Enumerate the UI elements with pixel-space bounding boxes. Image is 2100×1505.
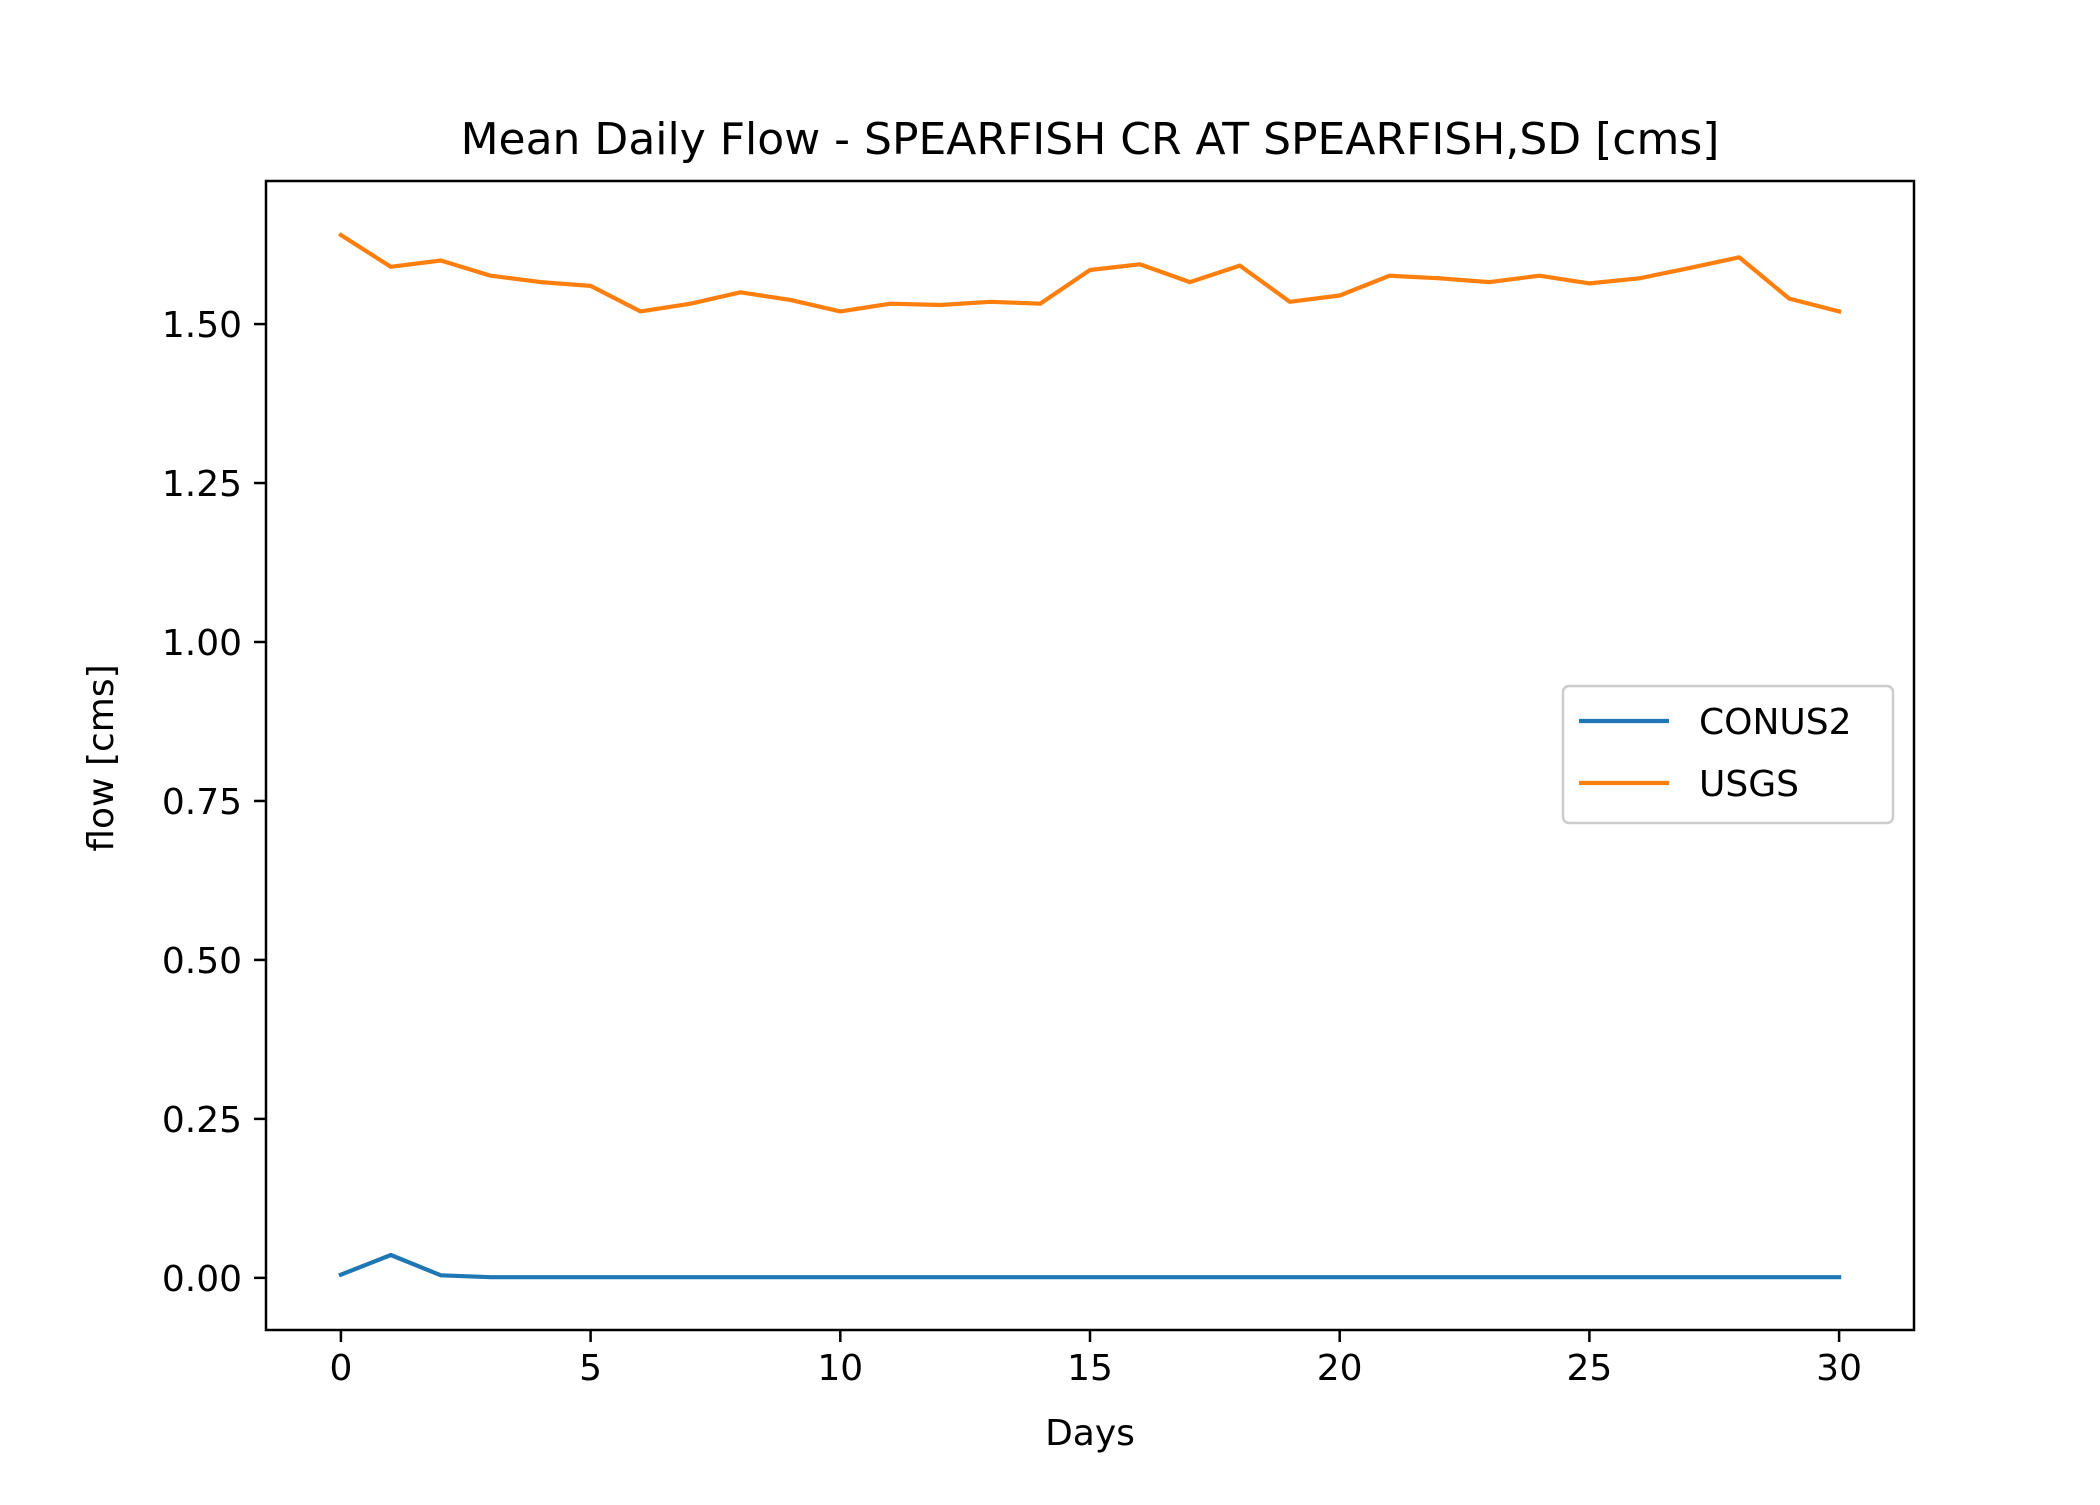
x-axis: 0 5 10 15 20 25 30 — [329, 1330, 1862, 1389]
y-tick-label: 0.00 — [162, 1259, 242, 1300]
x-tick-label: 5 — [579, 1348, 602, 1389]
x-axis-label: Days — [1045, 1413, 1135, 1454]
chart-title: Mean Daily Flow - SPEARFISH CR AT SPEARF… — [461, 114, 1720, 165]
legend-label: USGS — [1699, 764, 1799, 805]
y-tick-label: 0.25 — [162, 1100, 242, 1141]
series-line-usgs — [338, 232, 1842, 314]
y-tick-label: 0.50 — [162, 941, 242, 982]
y-tick-label: 1.00 — [162, 623, 242, 664]
y-tick-label: 1.50 — [162, 305, 242, 346]
legend: CONUS2 USGS — [1561, 684, 1895, 825]
x-tick-label: 10 — [817, 1348, 863, 1389]
y-axis: 0.00 0.25 0.50 0.75 1.00 1.25 1.50 — [162, 305, 266, 1300]
legend-label: CONUS2 — [1699, 702, 1852, 743]
x-tick-label: 0 — [329, 1348, 352, 1389]
x-tick-label: 25 — [1566, 1348, 1612, 1389]
series-lines — [338, 232, 1842, 1280]
x-tick-label: 30 — [1816, 1348, 1862, 1389]
axes-frame — [264, 179, 1916, 1332]
series-line-conus2 — [338, 1252, 1842, 1280]
x-tick-label: 20 — [1317, 1348, 1363, 1389]
y-tick-label: 0.75 — [162, 782, 242, 823]
x-tick-label: 15 — [1067, 1348, 1113, 1389]
y-tick-label: 1.25 — [162, 464, 242, 505]
y-axis-label: flow [cms] — [81, 664, 122, 851]
